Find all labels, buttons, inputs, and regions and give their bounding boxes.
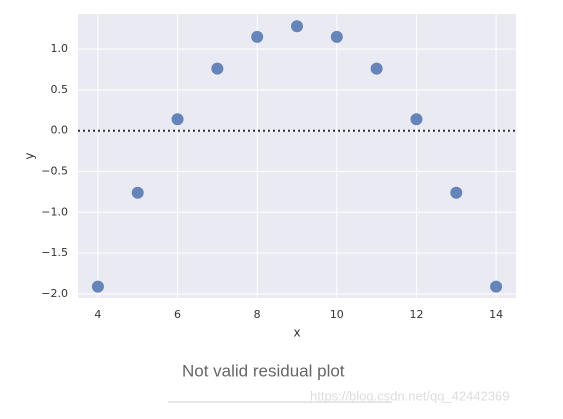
y-tick-label: −2.0	[41, 287, 68, 300]
point	[171, 113, 184, 126]
grid	[78, 14, 516, 298]
x-tick-label: 12	[409, 308, 423, 321]
point	[91, 280, 104, 293]
y-tick-label: 1.0	[51, 42, 69, 55]
y-tick-label: −1.5	[41, 246, 68, 259]
y-tick-label: 0.0	[51, 124, 69, 137]
x-tick-label: 14	[489, 308, 503, 321]
x-tick-label: 6	[174, 308, 181, 321]
y-tick-label: −1.0	[41, 205, 68, 218]
x-tick-label: 10	[330, 308, 344, 321]
point	[490, 280, 503, 293]
point	[370, 62, 383, 75]
watermark: https://blog.csdn.net/qq_42442369	[310, 388, 510, 403]
caption: Not valid residual plot	[182, 361, 345, 380]
y-axis-label: y	[23, 152, 37, 159]
x-tick-label: 8	[254, 308, 261, 321]
point	[211, 62, 224, 75]
plot-area	[78, 14, 516, 298]
point	[131, 186, 144, 199]
point	[410, 113, 423, 126]
x-tick-label: 4	[94, 308, 101, 321]
y-tick-label: 0.5	[51, 83, 69, 96]
x-axis-label: x	[293, 326, 300, 340]
marks	[78, 20, 516, 293]
point	[251, 30, 264, 43]
point	[450, 186, 463, 199]
y-tick-label: −0.5	[41, 165, 68, 178]
point	[330, 30, 343, 43]
point	[291, 20, 303, 33]
